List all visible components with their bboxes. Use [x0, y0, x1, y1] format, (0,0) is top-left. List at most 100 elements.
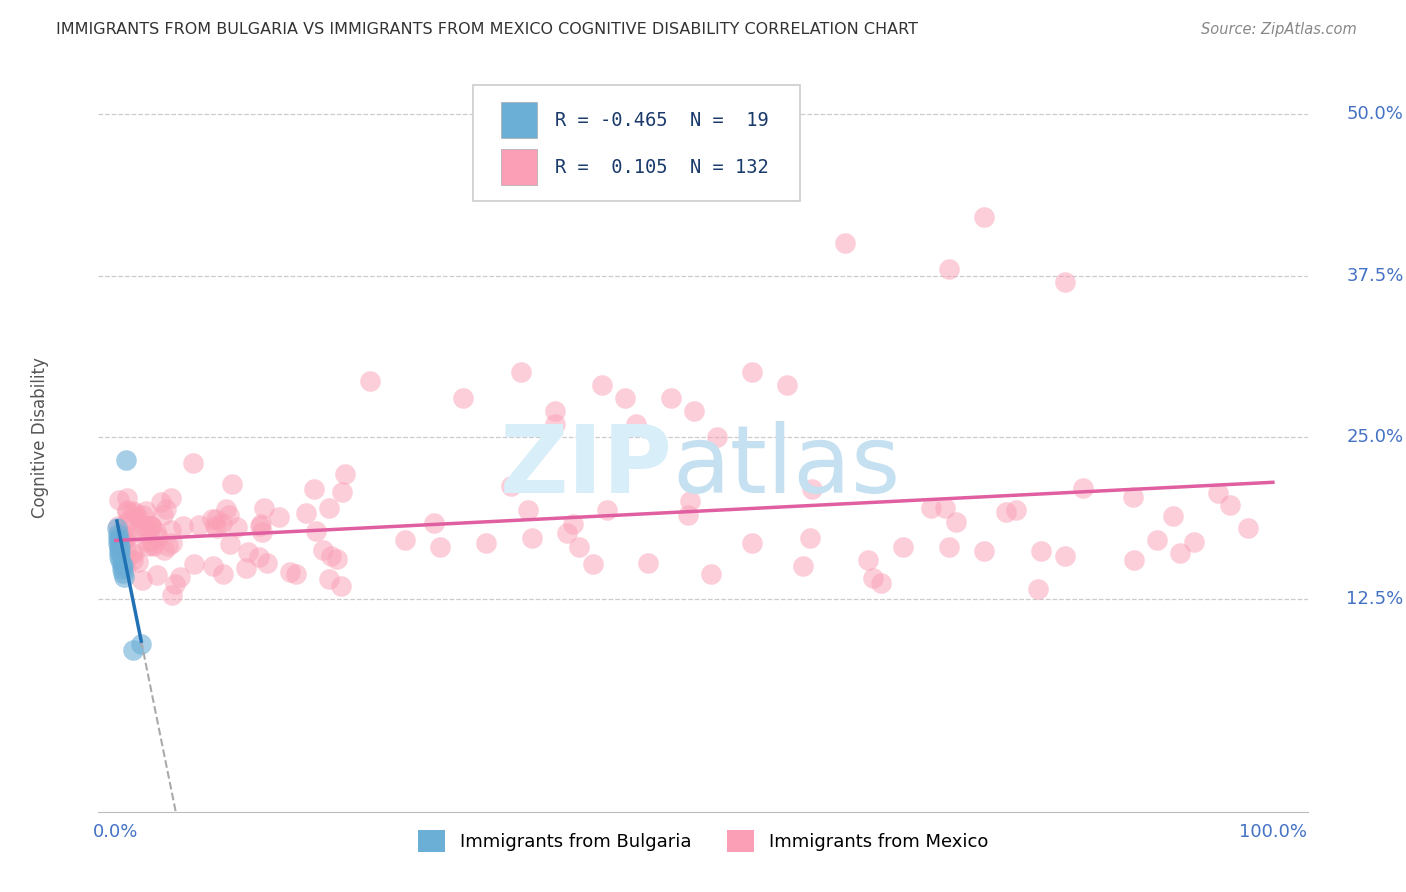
- Point: [249, 518, 271, 533]
- Point: [801, 482, 824, 496]
- Point: [522, 531, 544, 545]
- Point: [252, 524, 274, 539]
- Point: [1053, 549, 1076, 563]
- Point: [141, 518, 163, 533]
- Point: [115, 453, 138, 467]
- Point: [160, 523, 183, 537]
- Point: [862, 571, 884, 585]
- Point: [108, 543, 131, 558]
- Point: [582, 558, 605, 572]
- Point: [451, 392, 474, 406]
- Point: [1123, 553, 1146, 567]
- Point: [160, 588, 183, 602]
- Point: [256, 557, 278, 571]
- Point: [131, 519, 153, 533]
- Text: IMMIGRANTS FROM BULGARIA VS IMMIGRANTS FROM MEXICO COGNITIVE DISABILITY CORRELAT: IMMIGRANTS FROM BULGARIA VS IMMIGRANTS F…: [56, 22, 918, 37]
- Point: [938, 541, 960, 555]
- Point: [562, 517, 585, 532]
- Point: [141, 538, 163, 552]
- Point: [501, 479, 523, 493]
- Point: [112, 569, 135, 583]
- Point: [111, 559, 134, 574]
- Point: [207, 521, 229, 535]
- Point: [1219, 498, 1241, 512]
- Point: [121, 546, 143, 560]
- Text: 50.0%: 50.0%: [1347, 105, 1403, 123]
- Point: [741, 366, 763, 380]
- Point: [111, 566, 134, 580]
- Point: [225, 519, 247, 533]
- Point: [1053, 275, 1076, 289]
- Point: [945, 515, 967, 529]
- Point: [117, 528, 139, 542]
- Point: [333, 467, 356, 481]
- Point: [700, 567, 723, 582]
- Point: [107, 519, 129, 533]
- Point: [134, 518, 156, 533]
- Point: [117, 505, 139, 519]
- Point: [544, 404, 567, 418]
- Point: [114, 531, 136, 545]
- Point: [148, 530, 170, 544]
- Point: [129, 637, 152, 651]
- Point: [159, 491, 181, 505]
- Point: [596, 503, 619, 517]
- Point: [312, 543, 335, 558]
- Point: [856, 553, 879, 567]
- Point: [110, 540, 132, 554]
- Point: [706, 159, 728, 173]
- Point: [187, 517, 209, 532]
- Text: ZIP: ZIP: [501, 421, 672, 513]
- Text: R =  0.105  N = 132: R = 0.105 N = 132: [555, 158, 769, 177]
- Point: [218, 508, 240, 522]
- Point: [110, 528, 132, 542]
- Point: [1237, 521, 1260, 535]
- Point: [131, 573, 153, 587]
- Point: [212, 566, 235, 581]
- Point: [107, 536, 129, 550]
- Point: [318, 501, 340, 516]
- Point: [1182, 535, 1205, 549]
- Point: [329, 579, 352, 593]
- Point: [741, 536, 763, 550]
- Text: Cognitive Disability: Cognitive Disability: [31, 357, 49, 517]
- Point: [834, 236, 856, 251]
- Text: Source: ZipAtlas.com: Source: ZipAtlas.com: [1201, 22, 1357, 37]
- Point: [111, 533, 134, 548]
- Point: [117, 515, 139, 529]
- Point: [127, 555, 149, 569]
- Point: [169, 569, 191, 583]
- Point: [181, 456, 204, 470]
- Point: [136, 539, 159, 553]
- Point: [304, 524, 326, 538]
- Point: [938, 262, 960, 277]
- Point: [132, 508, 155, 522]
- Point: [211, 516, 233, 530]
- Point: [114, 543, 136, 558]
- Point: [920, 501, 942, 516]
- Point: [108, 533, 131, 548]
- Point: [115, 503, 138, 517]
- Point: [124, 506, 146, 520]
- Point: [146, 568, 169, 582]
- Point: [122, 504, 145, 518]
- Point: [108, 541, 131, 556]
- Point: [204, 511, 226, 525]
- Point: [218, 537, 240, 551]
- Point: [139, 518, 162, 533]
- Point: [107, 527, 129, 541]
- Legend: Immigrants from Bulgaria, Immigrants from Mexico: Immigrants from Bulgaria, Immigrants fro…: [411, 822, 995, 859]
- Point: [995, 505, 1018, 519]
- Point: [115, 491, 138, 506]
- Point: [221, 477, 243, 491]
- Point: [1146, 533, 1168, 548]
- Point: [110, 562, 132, 576]
- Point: [870, 576, 893, 591]
- Point: [107, 531, 129, 545]
- Point: [934, 500, 956, 515]
- Point: [143, 539, 166, 553]
- Point: [1031, 543, 1053, 558]
- Point: [326, 552, 349, 566]
- Point: [155, 502, 177, 516]
- Point: [626, 417, 648, 432]
